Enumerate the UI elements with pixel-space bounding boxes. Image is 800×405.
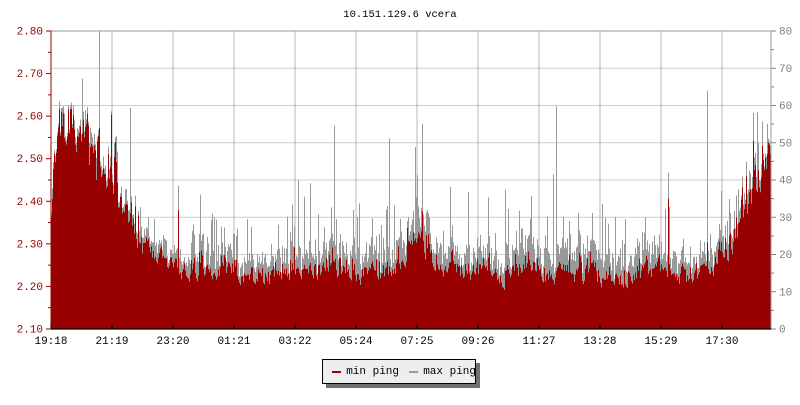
svg-text:2.20: 2.20 [17,282,43,294]
svg-text:30: 30 [779,213,792,225]
svg-text:40: 40 [779,176,792,188]
svg-text:2.30: 2.30 [17,239,43,251]
svg-text:09:26: 09:26 [461,336,494,348]
svg-text:05:24: 05:24 [339,336,372,348]
svg-text:11:27: 11:27 [522,336,555,348]
svg-text:01:21: 01:21 [217,336,250,348]
svg-text:10: 10 [779,287,792,299]
svg-text:13:28: 13:28 [583,336,616,348]
svg-text:2.50: 2.50 [17,154,43,166]
svg-text:21:19: 21:19 [95,336,128,348]
svg-text:2.40: 2.40 [17,197,43,209]
svg-text:70: 70 [779,64,792,76]
svg-text:17:30: 17:30 [705,336,738,348]
svg-text:60: 60 [779,101,792,113]
svg-text:03:22: 03:22 [278,336,311,348]
svg-text:2.70: 2.70 [17,69,43,81]
svg-text:23:20: 23:20 [156,336,189,348]
svg-text:0: 0 [779,325,786,337]
svg-text:2.10: 2.10 [17,325,43,337]
svg-text:19:18: 19:18 [34,336,67,348]
svg-text:50: 50 [779,138,792,150]
svg-text:80: 80 [779,27,792,39]
svg-text:20: 20 [779,250,792,262]
svg-text:2.60: 2.60 [17,112,43,124]
svg-text:2.80: 2.80 [17,27,43,39]
svg-text:07:25: 07:25 [400,336,433,348]
svg-text:15:29: 15:29 [644,336,677,348]
